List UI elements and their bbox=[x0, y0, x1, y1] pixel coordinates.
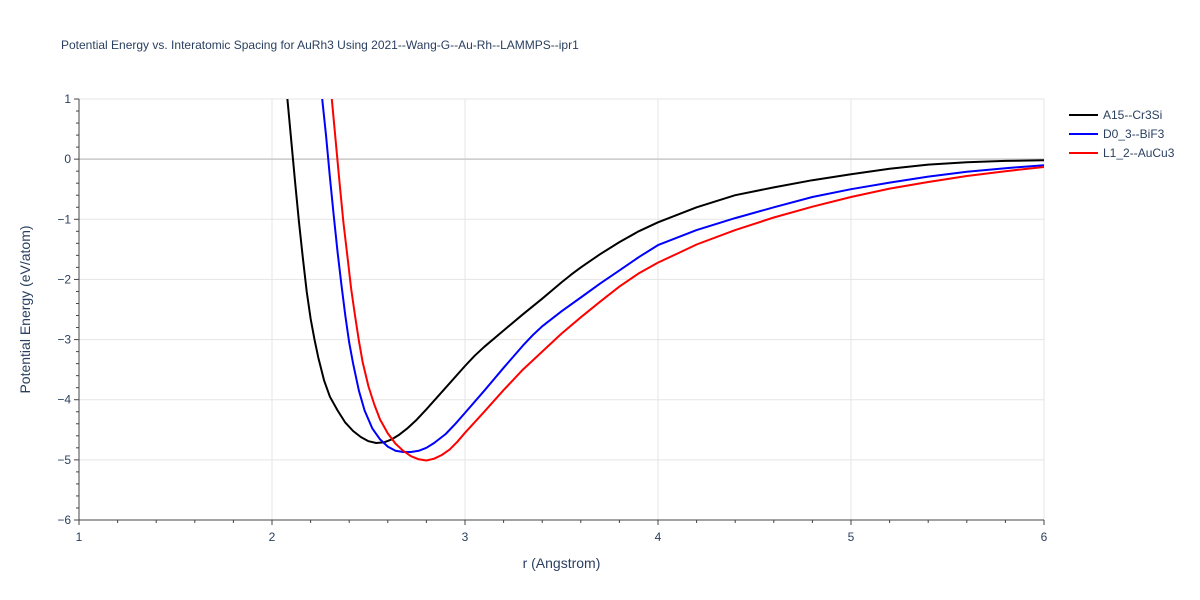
axes bbox=[74, 98, 1045, 525]
y-axis-label: Potential Energy (eV/atom) bbox=[17, 225, 33, 393]
y-tick-label: −1 bbox=[57, 212, 71, 226]
y-tick-label: 0 bbox=[64, 152, 71, 166]
x-tick-label: 4 bbox=[655, 530, 662, 544]
y-tick-label: −3 bbox=[57, 333, 71, 347]
y-tick-label: −6 bbox=[57, 513, 71, 527]
y-tick-label: −5 bbox=[57, 453, 71, 467]
legend-label-l1-2-aucu3: L1_2--AuCu3 bbox=[1103, 146, 1175, 160]
x-tick-label: 5 bbox=[848, 530, 855, 544]
legend-label-a15-cr3si: A15--Cr3Si bbox=[1103, 108, 1162, 122]
series-line-d0-3-bif3 bbox=[321, 99, 1044, 453]
x-tick-label: 1 bbox=[76, 530, 83, 544]
x-tick-label: 6 bbox=[1041, 530, 1048, 544]
x-tick-label: 3 bbox=[462, 530, 469, 544]
legend: A15--Cr3Si D0_3--BiF3 L1_2--AuCu3 bbox=[1069, 108, 1175, 160]
gridlines bbox=[79, 98, 1045, 520]
x-tick-label: 2 bbox=[269, 530, 276, 544]
tick-labels: 1 2 3 4 5 6 1 0 −1 −2 −3 −4 −5 −6 bbox=[57, 92, 1047, 544]
y-tick-label: 1 bbox=[64, 92, 71, 106]
series-line-l1-2-aucu3 bbox=[330, 99, 1044, 462]
y-tick-label: −4 bbox=[57, 393, 71, 407]
legend-label-d0-3-bif3: D0_3--BiF3 bbox=[1103, 127, 1165, 141]
y-tick-label: −2 bbox=[57, 272, 71, 286]
series-lines bbox=[286, 99, 1044, 462]
chart-title: Potential Energy vs. Interatomic Spacing… bbox=[61, 38, 579, 52]
x-axis-label: r (Angstrom) bbox=[523, 555, 601, 571]
series-line-a15-cr3si bbox=[286, 99, 1044, 444]
